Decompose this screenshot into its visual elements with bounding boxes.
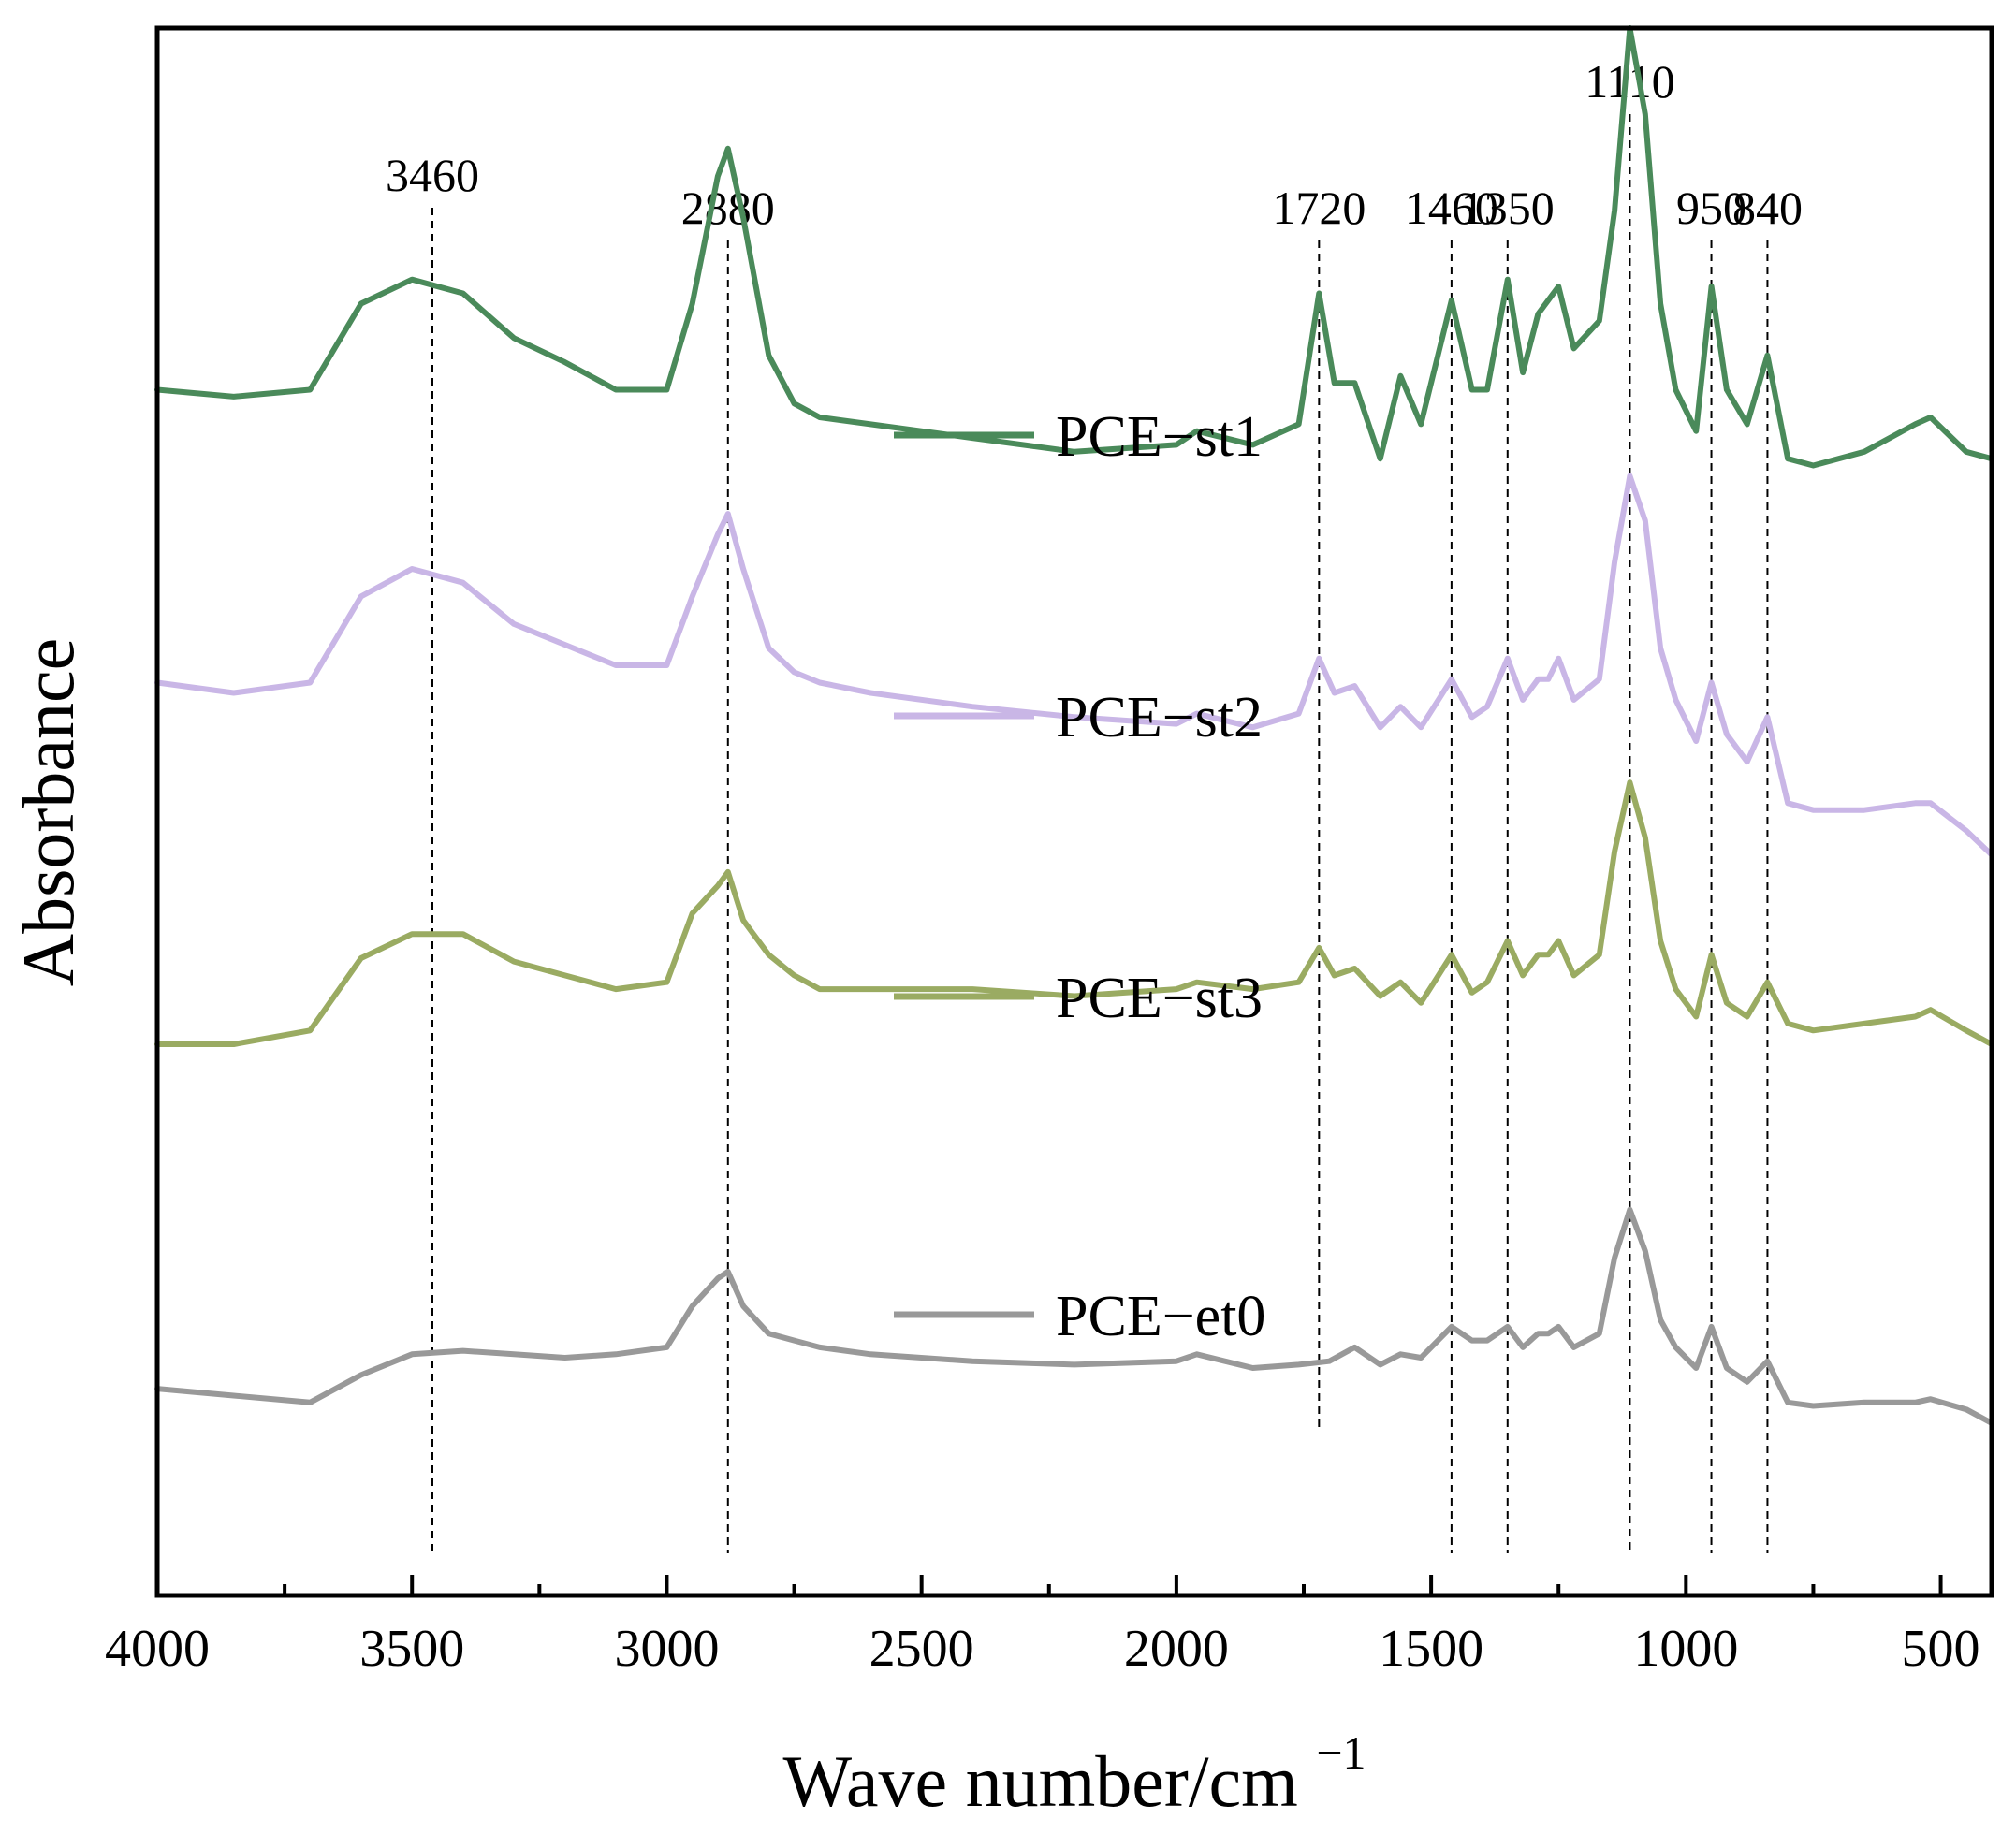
- x-tick-label: 2000: [1124, 1620, 1229, 1678]
- legend-label: PCE−st1: [1056, 405, 1263, 469]
- series-line-2: [154, 473, 1994, 858]
- peak-label-1720: 1720: [1272, 182, 1366, 234]
- x-tick-label: 500: [1902, 1620, 1980, 1678]
- legend-label: PCE−st2: [1056, 686, 1263, 750]
- x-tick-label: 4000: [105, 1620, 210, 1678]
- x-axis-title-text: Wave number/cm: [782, 1740, 1297, 1822]
- x-axis-ticks: 4000 3500 3000 2500 2000 1500 1000 500: [105, 1575, 1980, 1678]
- peak-label-840: 840: [1732, 182, 1803, 234]
- peak-label-950: 950: [1676, 182, 1746, 234]
- peak-label-3460: 3460: [386, 149, 479, 201]
- series-line-3: [154, 779, 1994, 1047]
- plot-frame: [154, 25, 1994, 1598]
- peak-label-2880: 2880: [681, 182, 775, 234]
- legend-label: PCE−st3: [1056, 967, 1263, 1030]
- peak-label-1460: 1460: [1405, 182, 1498, 234]
- legend: PCE−st1 PCE−st2 PCE−st3 PCE−et0: [894, 405, 1265, 1348]
- peak-label-1110: 1110: [1585, 55, 1674, 108]
- x-tick-label: 1500: [1379, 1620, 1483, 1678]
- y-axis-title: Absorbance: [7, 638, 89, 987]
- x-tick-label: 2500: [869, 1620, 974, 1678]
- x-tick-label: 3000: [614, 1620, 719, 1678]
- peak-label-1350: 1350: [1461, 182, 1555, 234]
- series-line-4: [154, 1206, 1994, 1426]
- series-group: [154, 25, 1994, 1426]
- x-tick-label: 3500: [359, 1620, 464, 1678]
- legend-label: PCE−et0: [1056, 1285, 1265, 1348]
- x-axis-title-exponent: −1: [1316, 1726, 1366, 1779]
- x-axis-title: Wave number/cm −1: [782, 1726, 1366, 1822]
- series-line-1: [154, 25, 1994, 469]
- x-tick-label: 1000: [1633, 1620, 1738, 1678]
